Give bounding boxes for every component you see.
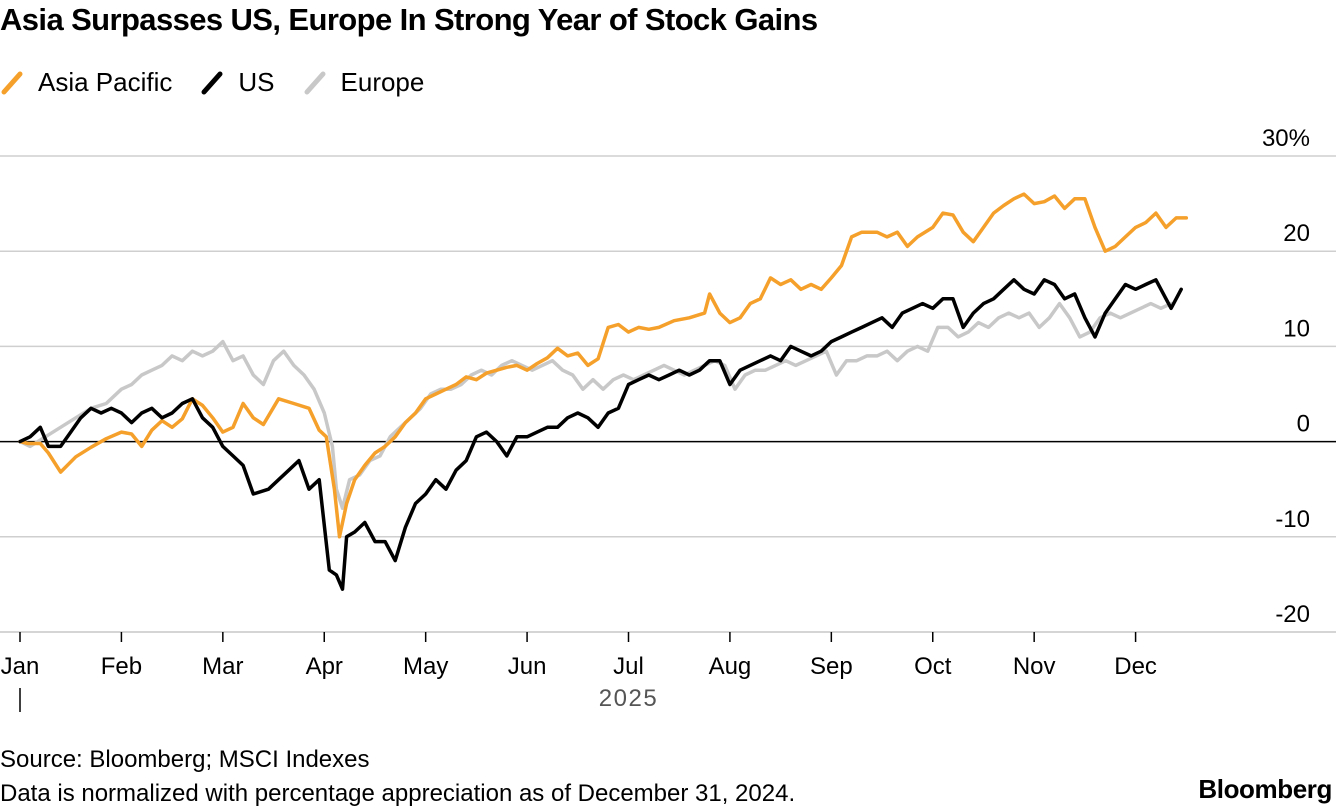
y-tick-label-10: 10 — [1283, 315, 1310, 342]
source-note: Source: Bloomberg; MSCI Indexes — [0, 746, 370, 773]
year-label: 2025 — [599, 685, 658, 712]
x-tick-label-oct: Oct — [914, 653, 952, 680]
bloomberg-logo: Bloomberg — [1198, 774, 1332, 804]
series-line-us — [18, 278, 1183, 591]
legend-item-us: US — [200, 66, 275, 98]
y-tick-label-20: 20 — [1283, 220, 1310, 247]
y-tick-label-30: 30% — [1262, 125, 1310, 152]
line-chart: 30% 20 10 0 -10 -20 Jan Feb Mar Apr May Jun Jul Aug Se… — [0, 125, 1336, 712]
legend-label-us: US — [238, 66, 275, 97]
x-tick-label-apr: Apr — [306, 653, 343, 680]
series-line-europe — [18, 301, 1173, 510]
x-tick-label-may: May — [403, 653, 448, 680]
x-tick-label-jun: Jun — [508, 653, 547, 680]
series-line-asia-pacific — [18, 192, 1189, 539]
legend-item-europe: Europe — [303, 66, 425, 98]
legend-label-asia-pacific: Asia Pacific — [38, 66, 173, 97]
x-tick-label-jan: Jan — [1, 653, 40, 680]
legend-swatch-asia-pacific — [1, 71, 23, 95]
legend-label-europe: Europe — [340, 66, 425, 97]
y-tick-label--20: -20 — [1275, 601, 1310, 628]
x-tick-label-dec: Dec — [1114, 653, 1157, 680]
x-tick-label-sep: Sep — [810, 653, 853, 680]
legend-swatch-europe — [304, 71, 326, 95]
legend-swatch-us — [201, 71, 223, 95]
chart-legend: Asia Pacific US Europe — [0, 66, 452, 98]
legend-item-asia-pacific: Asia Pacific — [0, 66, 172, 98]
x-tick-label-jul: Jul — [613, 653, 644, 680]
y-tick-label--10: -10 — [1275, 506, 1310, 533]
y-tick-label-0: 0 — [1297, 411, 1310, 438]
x-tick-label-feb: Feb — [101, 653, 142, 680]
x-tick-label-nov: Nov — [1013, 653, 1056, 680]
x-tick-label-aug: Aug — [709, 653, 752, 680]
chart-title: Asia Surpasses US, Europe In Strong Year… — [0, 2, 818, 37]
x-tick-label-mar: Mar — [202, 653, 243, 680]
normalization-note: Data is normalized with percentage appre… — [0, 780, 796, 807]
